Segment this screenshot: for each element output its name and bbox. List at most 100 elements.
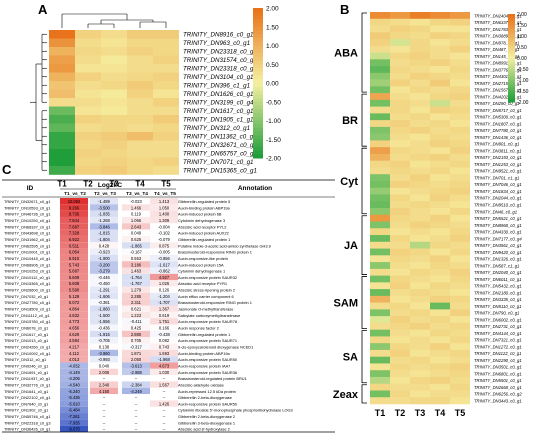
cell-log2fc: -0.862 [158, 269, 170, 274]
cell-log2fc-bg [122, 387, 150, 395]
heatmap-cell [153, 47, 179, 56]
cell-log2fc: 4.864 [69, 307, 80, 312]
cell-log2fc: -1.500 [98, 313, 110, 318]
cell-log2fc-bg [60, 425, 88, 432]
row-label: TRINITY_DN901_c0_g1 [474, 142, 519, 147]
cell-log2fc: -0.317 [130, 344, 142, 349]
cell-log2fc-bg [122, 381, 150, 388]
heatmap-cell [430, 52, 450, 60]
legend-swatch [253, 128, 263, 133]
heatmap-cell [370, 194, 390, 202]
cell-annotation: Abscisic-aldehyde oxidase [178, 382, 224, 387]
heatmap-cell [410, 248, 430, 256]
table-row: TRINITY_DN10250_c0_g1 7.844 -1.268 1.066 1.3… [4, 216, 225, 224]
cell-log2fc-bg [150, 229, 178, 236]
heatmap-cell [410, 214, 430, 222]
legend-swatch [253, 49, 263, 54]
cell-log2fc: -1.815 [98, 231, 110, 236]
heatmap-cell [127, 115, 153, 124]
cell-log2fc: -- [163, 376, 166, 381]
heatmap-cell [49, 55, 75, 65]
panel-c-table-header: ID Log2FC Annotation T1_vs_T2 T2_vs_T3 T3_vs_… [2, 179, 335, 198]
heatmap-cell [430, 343, 450, 351]
cell-annotation: Jasmonate O-methyltransferase [178, 307, 233, 312]
heatmap-cell [390, 370, 410, 378]
cell-annotation: Brassinosteroid-responsive RING protein … [178, 300, 252, 305]
row-label: TRINITY_DN587_c1_g1 [474, 263, 519, 268]
header-annotation: Annotation [238, 185, 272, 192]
cell-id: TRINITY_DN32671_c0_g1 [4, 199, 51, 204]
heatmap-cell [127, 166, 153, 175]
cell-id: TRINITY_DN9246_c0_g1 [4, 363, 48, 368]
cell-log2fc-bg [150, 273, 178, 281]
cell-annotation: Cytokinin dehydrogenase 1 [178, 269, 225, 274]
heatmap-cell [430, 316, 450, 324]
column-label: T2 [83, 180, 93, 189]
cell-log2fc-bg [122, 311, 150, 319]
column-label: T5 [161, 180, 171, 189]
heatmap-cell [450, 255, 470, 263]
legend-tick-label: 0.00 [266, 81, 279, 88]
cell-log2fc-bg [60, 406, 88, 414]
heatmap-cell [49, 89, 75, 99]
cell-log2fc: -- [135, 395, 138, 400]
cell-log2fc: 4.013 [69, 357, 80, 362]
heatmap-cell [450, 147, 470, 155]
cell-log2fc-bg [150, 337, 178, 344]
cell-log2fc: -7.935 [68, 420, 80, 425]
panel-a-cells [49, 30, 179, 175]
cell-id: TRINITY_DN1902_c0_g1 [4, 408, 48, 413]
cell-log2fc: -3.846 [98, 224, 110, 229]
heatmap-cell [430, 255, 450, 263]
heatmap-cell [390, 262, 410, 270]
cell-annotation: Gibberellin 2-beta-dioxygenase [178, 395, 232, 400]
heatmap-cell [450, 120, 470, 128]
heatmap-cell [101, 132, 127, 141]
cell-log2fc-bg [150, 349, 178, 357]
heatmap-cell [370, 376, 390, 385]
heatmap-cell [370, 329, 390, 337]
heatmap-cell [430, 59, 450, 67]
heatmap-cell [153, 123, 179, 133]
heatmap-cell [450, 208, 470, 216]
cell-log2fc-bg [90, 292, 118, 300]
legend-tick-label: -1.00 [266, 118, 281, 125]
heatmap-cell [75, 55, 101, 65]
column-label: T4 [135, 180, 145, 189]
row-label: TRINITY_DN1834_c0_g1 [474, 189, 522, 194]
heatmap-cell [370, 66, 390, 74]
table-row: TRINITY_DN43698_c0_g1 7.328 -1.815 0.049 -0.… [4, 229, 229, 236]
heatmap-cell [390, 289, 410, 297]
heatmap-cell [450, 262, 470, 270]
cell-log2fc: 1.871 [131, 351, 142, 356]
heatmap-cell [153, 38, 179, 48]
heatmap-cell [450, 235, 470, 243]
row-label: TRINITY_DN6256_c0_g2 [474, 392, 522, 397]
heatmap-cell [370, 120, 390, 128]
heatmap-cell [370, 208, 390, 216]
row-label: TRINITY_DN1436_c0_g1 [474, 135, 522, 140]
header-log2fc: Log2FC [98, 182, 122, 189]
heatmap-cell [370, 39, 390, 47]
table-row: TRINITY_DN10593_c0_g1 9.266 -3.500 1.466 1.0… [4, 204, 231, 211]
legend-tick-label: 1.50 [517, 23, 527, 29]
heatmap-cell [410, 268, 430, 276]
heatmap-cell [450, 59, 470, 67]
heatmap-cell [430, 120, 450, 128]
cell-log2fc-bg [60, 387, 88, 395]
heatmap-cell [450, 93, 470, 101]
group-bracket [361, 330, 367, 384]
heatmap-cell [430, 228, 450, 236]
heatmap-cell [430, 289, 450, 297]
heatmap-cell [450, 241, 470, 249]
row-label: TRINITY_DN6011_c0_g1 [474, 277, 521, 282]
heatmap-cell [450, 12, 470, 20]
cell-log2fc-bg [60, 375, 88, 382]
heatmap-cell [370, 221, 390, 229]
table-row: TRINITY_DN7032_c0_g1 5.129 -1.606 2.285 -1.2… [4, 292, 234, 300]
heatmap-cell [410, 302, 430, 310]
cell-log2fc: 6.922 [69, 237, 80, 242]
cell-log2fc-bg [90, 387, 118, 395]
panel-a-row-dendrogram [30, 33, 47, 171]
cell-id: TRINITY_DN26600_c0_g1 [4, 288, 51, 293]
